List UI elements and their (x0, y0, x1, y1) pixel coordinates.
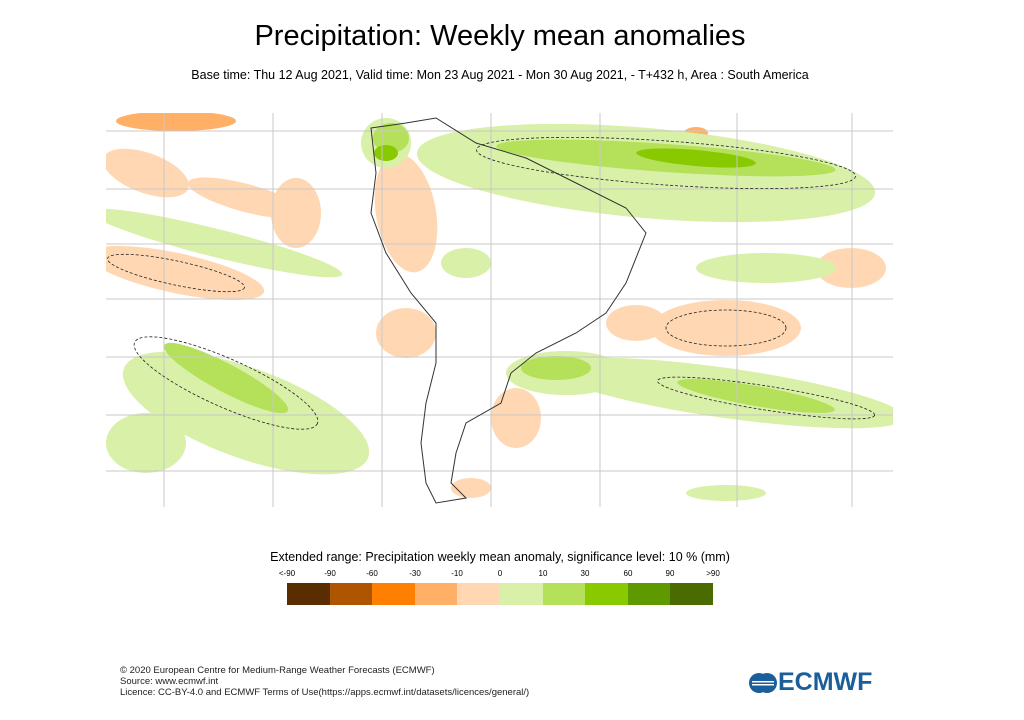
chart-title: Precipitation: Weekly mean anomalies (254, 20, 746, 52)
significance-contours (107, 136, 876, 430)
anomaly-fields (106, 113, 893, 501)
legend-swatch (627, 583, 671, 605)
footer: © 2020 European Centre for Medium-Range … (120, 665, 529, 698)
legend-swatch (542, 583, 586, 605)
ecmwf-logo-text: ECMWF (778, 668, 873, 696)
licence: Licence: CC-BY-4.0 and ECMWF Terms of Us… (120, 687, 530, 698)
legend-tick: 60 (623, 569, 633, 578)
legend-tick: -90 (324, 569, 336, 578)
south-america-coastline (370, 117, 647, 504)
legend-swatch (585, 583, 628, 605)
legend-tick: <-90 (278, 569, 296, 578)
chart-subtitle: Base time: Thu 12 Aug 2021, Valid time: … (191, 68, 809, 82)
legend-tick: -60 (366, 569, 378, 578)
legend-swatch (499, 583, 543, 605)
legend-swatch (670, 583, 713, 605)
precipitation-anomaly-map (106, 113, 893, 507)
legend-colorbar (287, 583, 713, 605)
legend-swatch (414, 583, 458, 605)
copyright: © 2020 European Centre for Medium-Range … (120, 665, 435, 676)
legend-tick: >90 (706, 569, 720, 578)
source: Source: www.ecmwf.int (120, 676, 219, 687)
legend-swatch (287, 583, 330, 605)
ecmwf-logo-icon (749, 672, 777, 693)
legend-tick: 0 (497, 569, 503, 578)
legend-tick: 10 (538, 569, 548, 578)
legend-ticks: <-90 -90 -60 -30 -10 0 10 30 60 90 >90 (270, 569, 730, 581)
legend-tick: 90 (665, 569, 675, 578)
legend-tick: -30 (409, 569, 421, 578)
legend-tick: -10 (451, 569, 463, 578)
legend-title: Extended range: Precipitation weekly mea… (270, 550, 730, 564)
legend-tick: 30 (580, 569, 590, 578)
legend-swatch (372, 583, 415, 605)
legend-swatch (329, 583, 373, 605)
ecmwf-logo: ECMWF (748, 668, 872, 697)
lat-lon-grid (106, 113, 893, 507)
legend-swatch (457, 583, 500, 605)
